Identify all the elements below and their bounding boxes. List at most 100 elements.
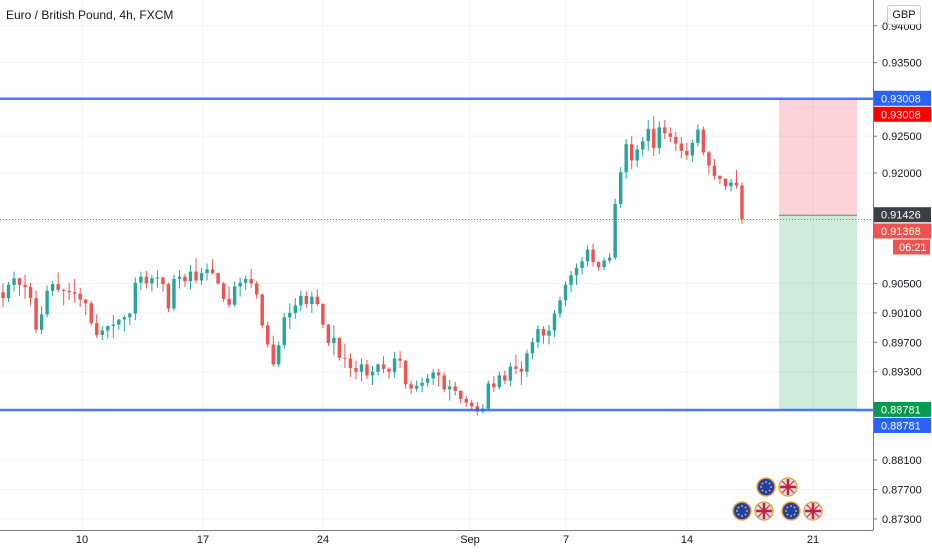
price-label: 0.88781 bbox=[874, 401, 931, 417]
eu-star bbox=[761, 489, 764, 492]
candle bbox=[194, 258, 198, 284]
candle bbox=[701, 126, 706, 156]
candle-body bbox=[183, 276, 187, 282]
candle-body bbox=[596, 262, 601, 268]
candle bbox=[188, 265, 193, 290]
candle-body bbox=[17, 278, 22, 285]
uk-cross bbox=[757, 504, 771, 518]
candle-body bbox=[144, 276, 149, 284]
candle-body bbox=[133, 282, 138, 314]
eu-star bbox=[760, 486, 762, 488]
candle-body bbox=[61, 290, 66, 292]
candle-body bbox=[1, 292, 5, 299]
candle bbox=[210, 259, 215, 275]
candle bbox=[1, 283, 5, 307]
candle bbox=[28, 282, 33, 306]
candle bbox=[61, 288, 66, 306]
candle-body bbox=[12, 278, 16, 285]
candle bbox=[459, 390, 463, 404]
price-label: 0.91426 bbox=[874, 207, 931, 223]
candle-body bbox=[409, 384, 413, 389]
candle-body bbox=[392, 358, 397, 372]
candle bbox=[580, 256, 584, 275]
x-tick-label: 10 bbox=[76, 534, 88, 546]
currency-badge[interactable]: GBP bbox=[887, 5, 921, 25]
candles bbox=[1, 116, 744, 416]
y-tick-label: 0.92000 bbox=[882, 168, 922, 180]
candle bbox=[89, 301, 93, 326]
candle bbox=[23, 274, 27, 299]
candle-body bbox=[321, 304, 325, 325]
candle-body bbox=[337, 337, 342, 358]
candle-body bbox=[701, 129, 706, 153]
candle bbox=[106, 325, 110, 339]
candle bbox=[332, 325, 336, 356]
candle bbox=[679, 136, 684, 159]
candle bbox=[150, 275, 154, 292]
candle-body bbox=[403, 360, 408, 385]
candle-body bbox=[663, 127, 667, 134]
candle bbox=[232, 281, 237, 307]
event-marker bbox=[781, 501, 823, 521]
eu-star bbox=[737, 506, 740, 509]
candle-body bbox=[652, 128, 656, 148]
countdown-bg bbox=[893, 239, 930, 255]
candle-body bbox=[106, 326, 110, 331]
candle bbox=[6, 281, 11, 302]
eu-star bbox=[793, 513, 796, 516]
candle-body bbox=[447, 386, 452, 390]
candle bbox=[690, 139, 695, 162]
candle bbox=[718, 175, 722, 185]
candle bbox=[288, 303, 292, 330]
candle bbox=[315, 289, 320, 307]
candle-body bbox=[343, 357, 347, 359]
eu-star bbox=[741, 515, 743, 517]
candle bbox=[657, 121, 661, 154]
candle-body bbox=[299, 295, 303, 306]
candle bbox=[254, 281, 259, 299]
y-tick-label: 0.87700 bbox=[882, 485, 922, 497]
candle bbox=[365, 359, 369, 380]
candle-body bbox=[696, 129, 700, 143]
candle-body bbox=[117, 319, 121, 325]
candle bbox=[723, 178, 728, 190]
economic-events[interactable] bbox=[732, 477, 823, 521]
candle-body bbox=[45, 290, 49, 315]
candle bbox=[95, 314, 99, 338]
candle bbox=[337, 337, 342, 361]
candle bbox=[348, 353, 353, 377]
eu-star bbox=[765, 491, 767, 493]
candle-body bbox=[635, 149, 639, 161]
eu-star bbox=[765, 481, 767, 483]
candle bbox=[464, 396, 468, 408]
candle-body bbox=[690, 142, 695, 156]
candle bbox=[370, 365, 375, 385]
candle-body bbox=[431, 372, 435, 379]
candle-body bbox=[266, 325, 270, 345]
candle-body bbox=[381, 364, 386, 369]
candle-body bbox=[685, 150, 689, 156]
candle bbox=[133, 277, 138, 321]
candle bbox=[652, 116, 656, 157]
candle-body bbox=[210, 269, 215, 274]
candle bbox=[525, 349, 529, 377]
countdown-label: 06:21 bbox=[893, 239, 930, 255]
candle-body bbox=[332, 337, 336, 344]
candle bbox=[574, 263, 579, 285]
candle bbox=[227, 286, 231, 308]
y-tick-label: 0.87300 bbox=[882, 514, 922, 526]
candle-body bbox=[238, 282, 242, 287]
candle-body bbox=[525, 353, 529, 372]
candle bbox=[541, 326, 546, 344]
candle bbox=[12, 271, 16, 292]
eu-star bbox=[768, 489, 771, 492]
candle-body bbox=[205, 269, 209, 274]
candle bbox=[166, 282, 171, 313]
candle-body bbox=[315, 296, 320, 305]
candle bbox=[321, 303, 325, 329]
candle bbox=[420, 377, 424, 393]
candle-body bbox=[359, 364, 364, 372]
candle bbox=[624, 139, 628, 179]
candle-body bbox=[227, 298, 231, 305]
